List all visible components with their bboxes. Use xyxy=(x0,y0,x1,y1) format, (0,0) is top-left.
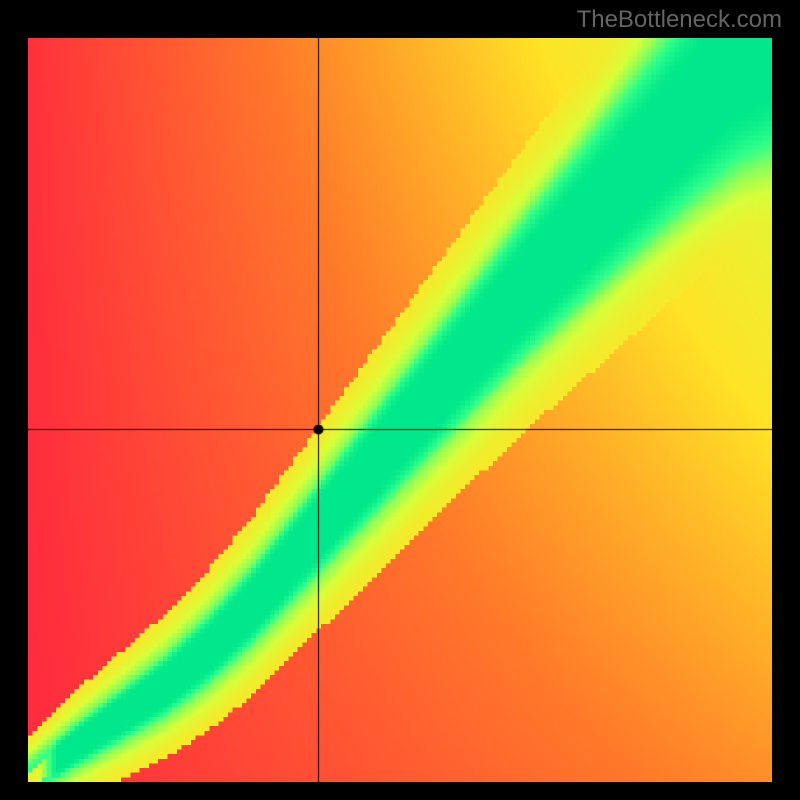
watermark-text: TheBottleneck.com xyxy=(577,6,782,34)
crosshair-overlay xyxy=(28,38,772,782)
chart-container: TheBottleneck.com xyxy=(0,0,800,800)
